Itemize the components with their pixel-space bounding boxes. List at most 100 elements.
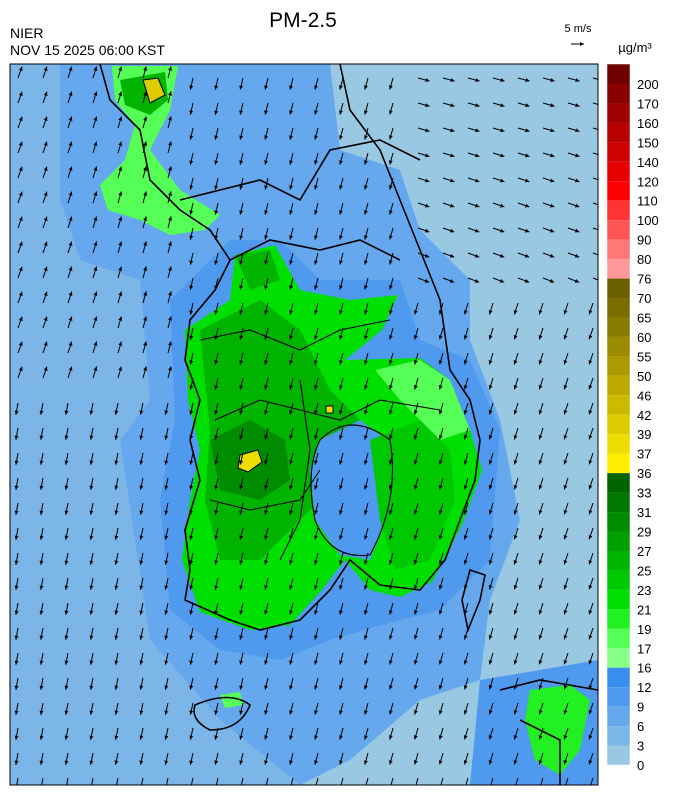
wind-arrowhead bbox=[164, 735, 169, 740]
colorbar-label: 36 bbox=[637, 466, 651, 481]
wind-arrowhead bbox=[339, 560, 343, 565]
wind-arrowhead bbox=[139, 435, 144, 440]
wind-arrowhead bbox=[600, 128, 604, 132]
wind-arrowhead bbox=[214, 160, 219, 165]
wind-arrowhead bbox=[64, 560, 69, 565]
wind-arrowhead bbox=[289, 710, 293, 715]
wind-arrowhead bbox=[513, 460, 518, 465]
wind-arrowhead bbox=[68, 116, 73, 122]
wind-arrowhead bbox=[93, 191, 98, 196]
colorbar-swatch bbox=[607, 298, 630, 318]
wind-arrowhead bbox=[143, 91, 148, 96]
wind-arrowhead bbox=[438, 435, 443, 440]
wind-arrowhead bbox=[239, 260, 244, 265]
wind-arrowhead bbox=[600, 279, 604, 283]
wind-arrowhead bbox=[388, 560, 393, 565]
wind-arrowhead bbox=[18, 66, 23, 72]
wind-arrowhead bbox=[68, 316, 73, 322]
wind-arrowhead bbox=[563, 684, 568, 690]
wind-arrowhead bbox=[388, 410, 393, 415]
wind-arrowhead bbox=[513, 735, 518, 740]
wind-arrowhead bbox=[388, 535, 393, 540]
wind-arrow bbox=[592, 102, 598, 105]
wind-arrowhead bbox=[139, 735, 144, 740]
wind-arrowhead bbox=[439, 785, 443, 789]
wind-arrowhead bbox=[513, 410, 518, 415]
wind-arrowhead bbox=[314, 760, 318, 765]
wind-arrowhead bbox=[363, 435, 368, 440]
wind-arrowhead bbox=[14, 660, 19, 665]
pollution-field bbox=[325, 405, 334, 414]
wind-arrowhead bbox=[118, 266, 123, 271]
wind-arrowhead bbox=[214, 435, 219, 440]
wind-arrowhead bbox=[68, 291, 73, 297]
colorbar-swatch bbox=[607, 239, 630, 260]
wind-arrowhead bbox=[214, 710, 219, 715]
wind-arrowhead bbox=[164, 435, 169, 440]
wind-arrowhead bbox=[89, 510, 94, 515]
wind-arrowhead bbox=[513, 510, 518, 515]
colorbar-swatch bbox=[607, 278, 630, 299]
wind-arrowhead bbox=[389, 785, 393, 789]
wind-arrowhead bbox=[264, 585, 269, 590]
wind-arrowhead bbox=[239, 135, 244, 140]
wind-arrowhead bbox=[388, 235, 393, 240]
wind-arrowhead bbox=[588, 684, 593, 690]
wind-arrowhead bbox=[363, 460, 368, 465]
wind-arrowhead bbox=[475, 78, 480, 82]
wind-arrowhead bbox=[139, 510, 144, 515]
agency-label: NIER bbox=[10, 25, 43, 41]
wind-arrowhead bbox=[114, 685, 119, 690]
colorbar-label: 42 bbox=[637, 408, 651, 423]
wind-arrowhead bbox=[264, 185, 269, 190]
wind-arrowhead bbox=[424, 228, 430, 233]
wind-arrowhead bbox=[363, 510, 368, 515]
colorbar-swatch bbox=[607, 161, 630, 182]
wind-arrowhead bbox=[363, 710, 368, 715]
wind-arrowhead bbox=[289, 360, 293, 365]
wind-arrowhead bbox=[413, 335, 418, 340]
wind-arrowhead bbox=[164, 660, 169, 665]
wind-arrowhead bbox=[339, 410, 343, 415]
wind-arrowhead bbox=[189, 785, 193, 789]
wind-arrowhead bbox=[214, 785, 218, 789]
wind-arrowhead bbox=[39, 410, 44, 415]
wind-arrowhead bbox=[600, 254, 604, 258]
wind-arrowhead bbox=[463, 660, 468, 665]
wind-arrowhead bbox=[43, 91, 48, 97]
wind-arrowhead bbox=[538, 660, 543, 665]
wind-arrowhead bbox=[574, 203, 580, 208]
wind-arrowhead bbox=[425, 153, 430, 158]
wind-arrowhead bbox=[139, 560, 144, 565]
wind-arrowhead bbox=[189, 710, 194, 715]
wind-arrowhead bbox=[164, 610, 169, 615]
wind-arrowhead bbox=[89, 435, 94, 440]
wind-arrowhead bbox=[339, 160, 343, 165]
wind-arrowhead bbox=[189, 585, 194, 590]
wind-arrowhead bbox=[189, 160, 194, 165]
wind-arrowhead bbox=[14, 760, 19, 765]
wind-arrowhead bbox=[550, 128, 555, 133]
wind-arrow bbox=[590, 777, 594, 785]
wind-arrowhead bbox=[264, 135, 269, 140]
colorbar-label: 6 bbox=[637, 719, 644, 734]
wind-arrowhead bbox=[499, 279, 505, 283]
wind-arrowhead bbox=[449, 178, 455, 183]
wind-arrowhead bbox=[289, 785, 293, 789]
colorbar-swatch bbox=[607, 609, 630, 629]
wind-arrowhead bbox=[168, 91, 172, 96]
wind-arrowhead bbox=[563, 734, 568, 740]
wind-arrowhead bbox=[264, 460, 269, 465]
wind-arrowhead bbox=[214, 185, 219, 190]
wind-arrowhead bbox=[450, 128, 455, 133]
wind-arrowhead bbox=[14, 485, 19, 490]
wind-arrowhead bbox=[118, 341, 123, 346]
pollution-field bbox=[10, 64, 300, 785]
wind-arrowhead bbox=[189, 385, 194, 390]
wind-arrow bbox=[141, 777, 144, 785]
wind-arrowhead bbox=[89, 585, 94, 590]
wind-arrowhead bbox=[68, 266, 73, 272]
wind-arrowhead bbox=[264, 760, 269, 765]
wind-arrowhead bbox=[588, 459, 593, 465]
wind-arrowhead bbox=[488, 685, 493, 690]
